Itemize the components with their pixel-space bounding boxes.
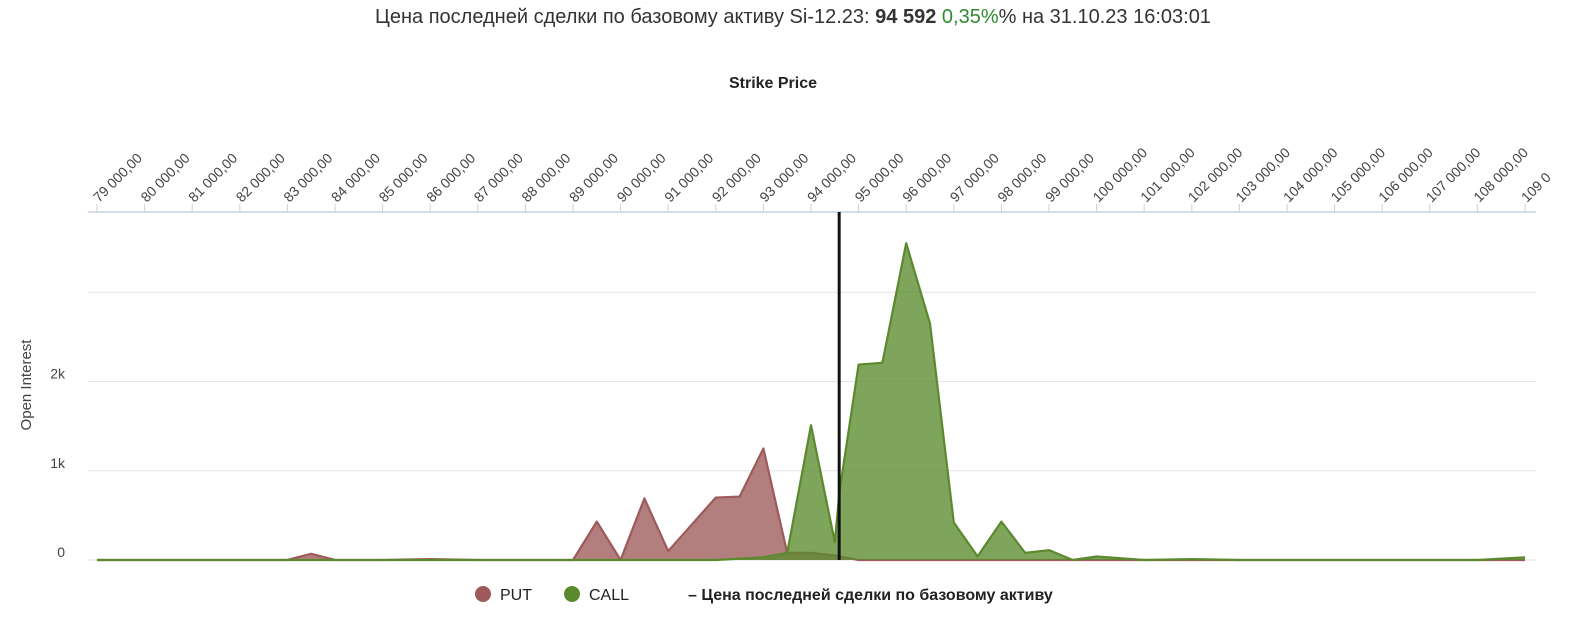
- x-tick-label: 87 000,00: [471, 150, 527, 206]
- x-tick-label: 91 000,00: [661, 150, 717, 206]
- header-suffix: % на 31.10.23 16:03:01: [998, 6, 1211, 28]
- x-tick-label: 90 000,00: [613, 150, 669, 206]
- grid-lines: [88, 211, 1536, 561]
- series-group: [97, 242, 1526, 562]
- legend[interactable]: PUT CALL – Цена последней сделки по базо…: [475, 586, 1053, 604]
- x-tick-label: 98 000,00: [994, 150, 1050, 206]
- series-call-area: [97, 243, 1525, 560]
- y-tick-label: 2k: [50, 366, 66, 382]
- chart-header: Цена последней сделки по базовому активу…: [0, 6, 1586, 29]
- header-change: 0,35%: [941, 6, 999, 28]
- legend-call-marker[interactable]: [564, 586, 580, 602]
- x-tick-label: 81 000,00: [185, 150, 241, 206]
- x-tick-label: 82 000,00: [233, 150, 289, 206]
- x-tick-label: 96 000,00: [899, 150, 955, 206]
- legend-put-label[interactable]: PUT: [500, 587, 532, 604]
- x-tick-label: 88 000,00: [518, 150, 574, 206]
- x-tick-label: 86 000,00: [423, 150, 479, 206]
- x-tick-label: 109 0: [1518, 169, 1554, 205]
- legend-call-label[interactable]: CALL: [589, 587, 629, 604]
- x-tick-label: 94 000,00: [804, 150, 860, 206]
- x-tick-label: 93 000,00: [756, 150, 812, 206]
- x-tick-label: 92 000,00: [709, 150, 765, 206]
- legend-price-line-label: – Цена последней сделки по базовому акти…: [688, 587, 1053, 604]
- x-tick-label: 99 000,00: [1042, 150, 1098, 206]
- x-axis-title: Strike Price: [729, 75, 817, 92]
- header-prefix: Цена последней сделки по базовому активу…: [375, 6, 876, 28]
- y-tick-label: 0: [57, 544, 65, 560]
- legend-put-marker[interactable]: [475, 586, 491, 602]
- x-tick-label: 83 000,00: [280, 150, 336, 206]
- x-tick-label: 95 000,00: [851, 150, 907, 206]
- series-call-line: [97, 242, 1526, 562]
- x-tick-label: 97 000,00: [947, 150, 1003, 206]
- y-axis-labels: 0 1k 2k: [50, 366, 66, 560]
- x-tick-label: 89 000,00: [566, 150, 622, 206]
- header-price: 94 592: [875, 6, 937, 28]
- x-tick-label: 85 000,00: [375, 150, 431, 206]
- x-tick-label: 84 000,00: [328, 150, 384, 206]
- y-axis-title: Open Interest: [18, 339, 35, 431]
- x-tick-label: 79 000,00: [90, 150, 146, 206]
- y-tick-label: 1k: [50, 455, 66, 471]
- x-tick-label: 80 000,00: [137, 150, 193, 206]
